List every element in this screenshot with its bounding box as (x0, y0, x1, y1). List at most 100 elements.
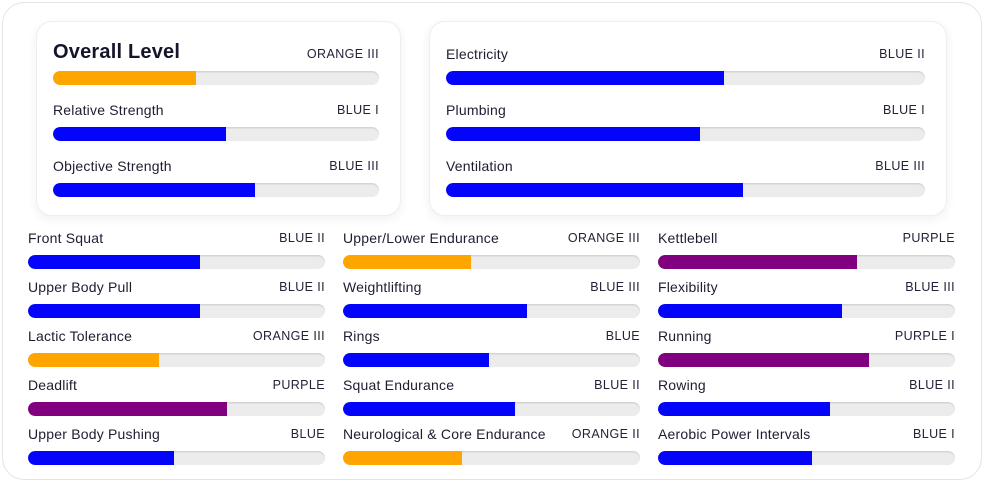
metric-label: Rowing (658, 377, 706, 393)
progress-fill (343, 451, 462, 465)
metric-label: Upper Body Pushing (28, 426, 161, 442)
progress-row-header: Deadlift PURPLE (28, 375, 325, 396)
metric-label: Ventilation (446, 158, 513, 174)
metric-label: Squat Endurance (343, 377, 455, 393)
progress-row-header: Flexibility BLUE III (658, 277, 955, 298)
summary-card-overall: Overall Level ORANGE III Relative Streng… (36, 21, 401, 216)
progress-row: Rowing BLUE II (658, 375, 955, 416)
progress-track (343, 451, 640, 465)
progress-row: Rings BLUE (343, 326, 640, 367)
progress-fill (53, 71, 197, 85)
level-label: PURPLE (272, 378, 325, 392)
progress-fill (28, 353, 159, 367)
progress-row: Squat Endurance BLUE II (343, 375, 640, 416)
progress-row-header: Lactic Tolerance ORANGE III (28, 326, 325, 347)
metric-label: Upper/Lower Endurance (343, 230, 499, 246)
progress-row: Weightlifting BLUE III (343, 277, 640, 318)
level-label: BLUE II (279, 280, 325, 294)
level-label: BLUE III (329, 159, 379, 173)
metric-label: Objective Strength (53, 158, 172, 174)
progress-row-header: Rowing BLUE II (658, 375, 955, 396)
progress-row: Kettlebell PURPLE (658, 228, 955, 269)
progress-row-header: Running PURPLE I (658, 326, 955, 347)
metric-label: Running (658, 328, 712, 344)
progress-row-header: Upper/Lower Endurance ORANGE III (343, 228, 640, 249)
progress-fill (343, 402, 516, 416)
metric-label: Overall Level (53, 41, 181, 63)
level-label: BLUE (605, 329, 640, 343)
skill-column-endurance: Upper/Lower Endurance ORANGE III Weightl… (343, 228, 640, 473)
level-label: BLUE II (279, 231, 325, 245)
progress-row-header: Weightlifting BLUE III (343, 277, 640, 298)
level-label: BLUE III (875, 159, 925, 173)
progress-fill (658, 451, 813, 465)
progress-row: Deadlift PURPLE (28, 375, 325, 416)
progress-track (343, 304, 640, 318)
progress-fill (53, 183, 256, 197)
progress-row: Lactic Tolerance ORANGE III (28, 326, 325, 367)
level-label: ORANGE III (306, 47, 379, 61)
progress-row-header: Relative Strength BLUE I (53, 100, 379, 121)
progress-fill (28, 304, 201, 318)
summary-card-secondary: Electricity BLUE II Plumbing BLUE I Vent… (429, 21, 947, 216)
progress-track (446, 71, 925, 85)
level-label: BLUE II (594, 378, 640, 392)
progress-fill (446, 127, 700, 141)
progress-fill (343, 353, 489, 367)
progress-row: Front Squat BLUE II (28, 228, 325, 269)
level-label: BLUE II (879, 47, 925, 61)
progress-row: Upper/Lower Endurance ORANGE III (343, 228, 640, 269)
level-label: BLUE (290, 427, 325, 441)
progress-fill (343, 255, 471, 269)
level-label: BLUE II (909, 378, 955, 392)
progress-track (446, 183, 925, 197)
skill-column-strength: Front Squat BLUE II Upper Body Pull BLUE… (28, 228, 325, 473)
level-label: ORANGE III (252, 329, 325, 343)
metric-label: Neurological & Core Endurance (343, 426, 546, 442)
progress-track (28, 304, 325, 318)
progress-row-header: Ventilation BLUE III (446, 156, 925, 177)
progress-track (28, 255, 325, 269)
summary-section: Overall Level ORANGE III Relative Streng… (36, 21, 947, 216)
progress-row-header: Squat Endurance BLUE II (343, 375, 640, 396)
level-label: BLUE I (913, 427, 955, 441)
progress-track (343, 255, 640, 269)
progress-row-header: Rings BLUE (343, 326, 640, 347)
progress-row: Upper Body Pushing BLUE (28, 424, 325, 465)
level-label: PURPLE (902, 231, 955, 245)
metric-label: Front Squat (28, 230, 104, 246)
metric-label: Plumbing (446, 102, 506, 118)
metric-label: Deadlift (28, 377, 78, 393)
progress-fill (28, 451, 174, 465)
progress-track (658, 402, 955, 416)
progress-row: Neurological & Core Endurance ORANGE II (343, 424, 640, 465)
progress-fill (446, 183, 743, 197)
metric-label: Rings (343, 328, 380, 344)
metric-label: Lactic Tolerance (28, 328, 133, 344)
progress-track (53, 127, 379, 141)
metric-label: Flexibility (658, 279, 718, 295)
level-label: ORANGE II (571, 427, 640, 441)
progress-track (658, 353, 955, 367)
progress-row-header: Neurological & Core Endurance ORANGE II (343, 424, 640, 445)
progress-track (28, 353, 325, 367)
progress-row: Electricity BLUE II (446, 37, 925, 85)
progress-row: Objective Strength BLUE III (53, 156, 379, 197)
progress-fill (28, 255, 201, 269)
metric-label: Electricity (446, 46, 509, 62)
progress-track (658, 255, 955, 269)
skills-section: Front Squat BLUE II Upper Body Pull BLUE… (28, 228, 955, 473)
progress-row: Upper Body Pull BLUE II (28, 277, 325, 318)
level-label: ORANGE III (567, 231, 640, 245)
progress-row-header: Electricity BLUE II (446, 37, 925, 65)
progress-row-header: Kettlebell PURPLE (658, 228, 955, 249)
progress-row-header: Objective Strength BLUE III (53, 156, 379, 177)
progress-track (28, 402, 325, 416)
progress-row-header: Upper Body Pushing BLUE (28, 424, 325, 445)
progress-fill (658, 353, 869, 367)
progress-track (658, 304, 955, 318)
progress-row-header: Front Squat BLUE II (28, 228, 325, 249)
progress-track (28, 451, 325, 465)
level-label: BLUE I (337, 103, 379, 117)
progress-track (658, 451, 955, 465)
